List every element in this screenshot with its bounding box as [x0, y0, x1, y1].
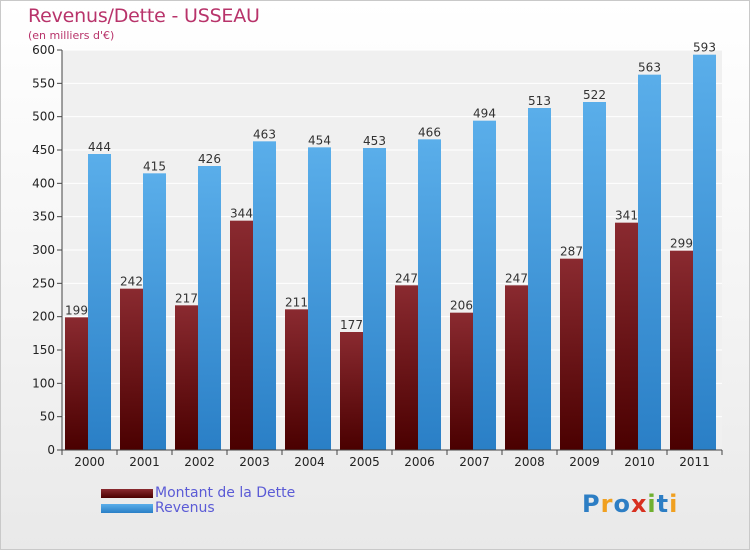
bar-revenus [253, 141, 276, 451]
y-tick-label: 50 [40, 410, 55, 424]
value-label-revenus: 426 [198, 152, 221, 166]
value-label-dette: 299 [670, 237, 693, 251]
bar-dette [615, 222, 638, 450]
legend-label-dette: Montant de la Dette [155, 485, 296, 501]
chart-title: Revenus/Dette - USSEAU [28, 5, 260, 27]
y-tick-label: 500 [32, 110, 55, 124]
bar-dette [505, 285, 528, 450]
x-tick-label: 2010 [624, 455, 655, 469]
x-tick-label: 2005 [349, 455, 380, 469]
value-label-dette: 287 [560, 245, 583, 259]
value-label-dette: 206 [450, 299, 473, 313]
y-tick-label: 200 [32, 310, 55, 324]
y-tick-label: 400 [32, 176, 55, 190]
bar-dette [670, 250, 693, 450]
bar-dette [340, 332, 363, 450]
x-tick-label: 2009 [569, 455, 600, 469]
bar-revenus [583, 102, 606, 450]
value-label-dette: 247 [395, 271, 418, 285]
y-tick-label: 150 [32, 343, 55, 357]
legend-label-revenus: Revenus [155, 500, 215, 516]
legend-swatch-revenus [101, 504, 153, 513]
x-tick-label: 2004 [294, 455, 325, 469]
bar-dette [175, 305, 198, 450]
value-label-revenus: 494 [473, 107, 496, 121]
value-label-dette: 199 [65, 303, 88, 317]
value-label-dette: 217 [175, 291, 198, 305]
value-label-revenus: 463 [253, 127, 276, 141]
x-tick-label: 2000 [74, 455, 105, 469]
y-tick-label: 550 [32, 76, 55, 90]
logo-letter: i [669, 490, 679, 518]
proxiti-logo: Proxiti [582, 490, 678, 518]
x-tick-label: 2002 [184, 455, 215, 469]
bar-revenus [473, 120, 496, 451]
logo-letter: o [613, 490, 631, 518]
value-label-revenus: 466 [418, 125, 441, 139]
value-label-dette: 341 [615, 209, 638, 223]
chart-subtitle: (en milliers d'€) [28, 29, 115, 42]
value-label-dette: 177 [340, 318, 363, 332]
logo-letter: t [656, 490, 670, 518]
bar-revenus [418, 139, 441, 451]
value-label-dette: 242 [120, 275, 143, 289]
bar-dette [230, 220, 253, 450]
value-label-revenus: 522 [583, 88, 606, 102]
y-tick-label: 0 [47, 443, 55, 457]
bar-dette [120, 288, 143, 450]
bar-revenus [308, 147, 331, 451]
logo-letter: r [600, 490, 614, 518]
bar-revenus [143, 173, 166, 451]
y-tick-label: 350 [32, 210, 55, 224]
bar-revenus [528, 108, 551, 450]
bar-dette [285, 309, 308, 450]
value-label-dette: 247 [505, 271, 528, 285]
value-label-revenus: 415 [143, 159, 166, 173]
bar-revenus [693, 54, 716, 451]
bar-dette [450, 312, 473, 450]
x-tick-label: 2001 [129, 455, 160, 469]
value-label-revenus: 444 [88, 140, 111, 154]
x-tick-label: 2011 [679, 455, 710, 469]
bar-dette [395, 285, 418, 450]
y-tick-label: 100 [32, 376, 55, 390]
x-tick-label: 2007 [459, 455, 490, 469]
y-tick-label: 450 [32, 143, 55, 157]
x-tick-label: 2003 [239, 455, 270, 469]
value-label-revenus: 454 [308, 133, 331, 147]
value-label-revenus: 593 [693, 41, 716, 55]
bar-revenus [88, 154, 111, 450]
logo-letter: i [647, 490, 657, 518]
value-label-dette: 211 [285, 295, 308, 309]
x-tick-label: 2006 [404, 455, 435, 469]
y-tick-label: 250 [32, 276, 55, 290]
value-label-revenus: 513 [528, 94, 551, 108]
bar-revenus [638, 74, 661, 451]
bar-revenus [363, 148, 386, 450]
x-tick-label: 2008 [514, 455, 545, 469]
bar-revenus [198, 166, 221, 450]
legend-swatch-dette [101, 489, 153, 498]
y-tick-label: 300 [32, 243, 55, 257]
bar-dette [560, 258, 583, 450]
value-label-dette: 344 [230, 207, 253, 221]
bar-dette [65, 317, 88, 450]
logo-letter: P [582, 490, 601, 518]
value-label-revenus: 453 [363, 134, 386, 148]
value-label-revenus: 563 [638, 61, 661, 75]
logo-letter: x [630, 490, 648, 518]
y-tick-label: 600 [32, 43, 55, 57]
